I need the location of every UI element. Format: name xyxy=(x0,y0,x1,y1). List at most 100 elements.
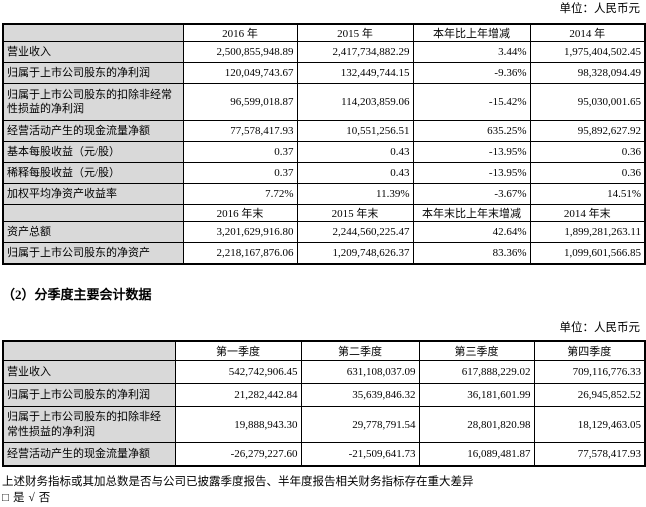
table-row: 经营活动产生的现金流量净额 -26,279,227.60 -21,509,641… xyxy=(2,442,646,466)
value-cell: 35,639,846.32 xyxy=(300,383,420,407)
empty-header-cell xyxy=(2,340,176,361)
column-header: 第四季度 xyxy=(533,340,646,361)
value-cell: 635.25% xyxy=(412,120,531,142)
column-header: 2014 年 xyxy=(529,23,646,42)
yes-option-label: 是 xyxy=(12,491,25,504)
table-header-row: 2016 年末 2015 年末 本年末比上年末增减 2014 年末 xyxy=(2,204,646,222)
value-cell: -13.95% xyxy=(412,162,531,184)
section-title-quarterly: （2）分季度主要会计数据 xyxy=(2,286,152,302)
value-cell: -21,509,641.73 xyxy=(300,442,420,466)
check-mark-icon: √ xyxy=(28,491,35,504)
row-label: 归属于上市公司股东的净资产 xyxy=(2,242,184,264)
value-cell: 617,888,229.02 xyxy=(418,360,535,384)
value-cell: 98,328,094.49 xyxy=(529,62,646,84)
value-cell: 631,108,037.09 xyxy=(300,360,420,384)
row-label: 归属于上市公司股东的扣除非经常性损益的净利润 xyxy=(2,83,184,121)
value-cell: 77,578,417.93 xyxy=(182,120,298,142)
table-row: 归属于上市公司股东的扣除非经常性损益的净利润 96,599,018.87 114… xyxy=(2,83,646,121)
column-header: 本年末比上年末增减 xyxy=(412,204,531,222)
value-cell: 0.37 xyxy=(182,162,298,184)
value-cell: 77,578,417.93 xyxy=(533,442,646,466)
column-header: 本年比上年增减 xyxy=(412,23,531,42)
table-row: 归属于上市公司股东的净利润 120,049,743.67 132,449,744… xyxy=(2,62,646,84)
value-cell: 16,089,481.87 xyxy=(418,442,535,466)
row-label: 加权平均净资产收益率 xyxy=(2,183,184,205)
value-cell: 2,500,855,948.89 xyxy=(182,41,298,63)
table-row: 归属于上市公司股东的扣除非经常性损益的净利润 19,888,943.30 29,… xyxy=(2,406,646,443)
value-cell: 120,049,743.67 xyxy=(182,62,298,84)
empty-header-cell xyxy=(2,23,184,42)
value-cell: 2,218,167,876.06 xyxy=(182,242,298,264)
value-cell: -3.67% xyxy=(412,183,531,205)
value-cell: -15.42% xyxy=(412,83,531,121)
value-cell: 21,282,442.84 xyxy=(174,383,302,407)
value-cell: 1,975,404,502.45 xyxy=(529,41,646,63)
column-header: 2016 年 xyxy=(182,23,298,42)
row-label: 资产总额 xyxy=(2,221,184,243)
value-cell: 1,209,748,626.37 xyxy=(296,242,414,264)
unit-label-quarterly: 单位：人民币元 xyxy=(559,321,641,334)
value-cell: 42.64% xyxy=(412,221,531,243)
column-header: 2014 年末 xyxy=(529,204,646,222)
value-cell: 11.39% xyxy=(296,183,414,205)
no-option-label: 否 xyxy=(38,491,51,504)
column-header: 2015 年 xyxy=(296,23,414,42)
value-cell: 29,778,791.54 xyxy=(300,406,420,443)
checkbox-empty-icon: □ xyxy=(2,491,9,504)
value-cell: -9.36% xyxy=(412,62,531,84)
value-cell: 709,116,776.33 xyxy=(533,360,646,384)
row-label: 稀释每股收益（元/股） xyxy=(2,162,184,184)
value-cell: 28,801,820.98 xyxy=(418,406,535,443)
row-label: 归属于上市公司股东的净利润 xyxy=(2,62,184,84)
value-cell: 3.44% xyxy=(412,41,531,63)
value-cell: 0.37 xyxy=(182,141,298,163)
column-header: 2015 年末 xyxy=(296,204,414,222)
value-cell: 83.36% xyxy=(412,242,531,264)
table-row: 经营活动产生的现金流量净额 77,578,417.93 10,551,256.5… xyxy=(2,120,646,142)
table-row: 资产总额 3,201,629,916.80 2,244,560,225.47 4… xyxy=(2,221,646,243)
empty-header-cell xyxy=(2,204,184,222)
value-cell: 18,129,463.05 xyxy=(533,406,646,443)
value-cell: 0.36 xyxy=(529,162,646,184)
value-cell: 10,551,256.51 xyxy=(296,120,414,142)
value-cell: 0.43 xyxy=(296,141,414,163)
column-header: 第一季度 xyxy=(174,340,302,361)
row-label: 归属于上市公司股东的净利润 xyxy=(2,383,176,407)
row-label: 经营活动产生的现金流量净额 xyxy=(2,120,184,142)
value-cell: 1,099,601,566.85 xyxy=(529,242,646,264)
row-label: 营业收入 xyxy=(2,41,184,63)
table-row: 基本每股收益（元/股） 0.37 0.43 -13.95% 0.36 xyxy=(2,141,646,163)
value-cell: 2,417,734,882.29 xyxy=(296,41,414,63)
value-cell: 2,244,560,225.47 xyxy=(296,221,414,243)
table-row: 归属于上市公司股东的净利润 21,282,442.84 35,639,846.3… xyxy=(2,383,646,407)
value-cell: 0.43 xyxy=(296,162,414,184)
yes-no-answer-line: □ 是 √ 否 xyxy=(2,491,644,505)
row-label: 经营活动产生的现金流量净额 xyxy=(2,442,176,466)
value-cell: 1,899,281,263.11 xyxy=(529,221,646,243)
table-row: 营业收入 2,500,855,948.89 2,417,734,882.29 3… xyxy=(2,41,646,63)
value-cell: 36,181,601.99 xyxy=(418,383,535,407)
quarterly-financials-table: 第一季度 第二季度 第三季度 第四季度 营业收入 542,742,906.45 … xyxy=(2,339,646,467)
table-row: 稀释每股收益（元/股） 0.37 0.43 -13.95% 0.36 xyxy=(2,162,646,184)
column-header: 2016 年末 xyxy=(182,204,298,222)
value-cell: 19,888,943.30 xyxy=(174,406,302,443)
annual-financials-table: 2016 年 2015 年 本年比上年增减 2014 年 营业收入 2,500,… xyxy=(2,23,646,265)
value-cell: 132,449,744.15 xyxy=(296,62,414,84)
value-cell: 7.72% xyxy=(182,183,298,205)
table-row: 归属于上市公司股东的净资产 2,218,167,876.06 1,209,748… xyxy=(2,242,646,264)
row-label: 营业收入 xyxy=(2,360,176,384)
value-cell: -26,279,227.60 xyxy=(174,442,302,466)
unit-label-annual: 单位：人民币元 xyxy=(559,3,641,15)
value-cell: 14.51% xyxy=(529,183,646,205)
value-cell: 26,945,852.52 xyxy=(533,383,646,407)
difference-question-text: 上述财务指标或其加总数是否与公司已披露季度报告、半年度报告相关财务指标存在重大差… xyxy=(2,475,474,488)
value-cell: 95,892,627.92 xyxy=(529,120,646,142)
table-row: 营业收入 542,742,906.45 631,108,037.09 617,8… xyxy=(2,360,646,384)
value-cell: 96,599,018.87 xyxy=(182,83,298,121)
value-cell: 95,030,001.65 xyxy=(529,83,646,121)
row-label: 基本每股收益（元/股） xyxy=(2,141,184,163)
table-header-row: 2016 年 2015 年 本年比上年增减 2014 年 xyxy=(2,23,646,42)
column-header: 第三季度 xyxy=(418,340,535,361)
value-cell: 3,201,629,916.80 xyxy=(182,221,298,243)
